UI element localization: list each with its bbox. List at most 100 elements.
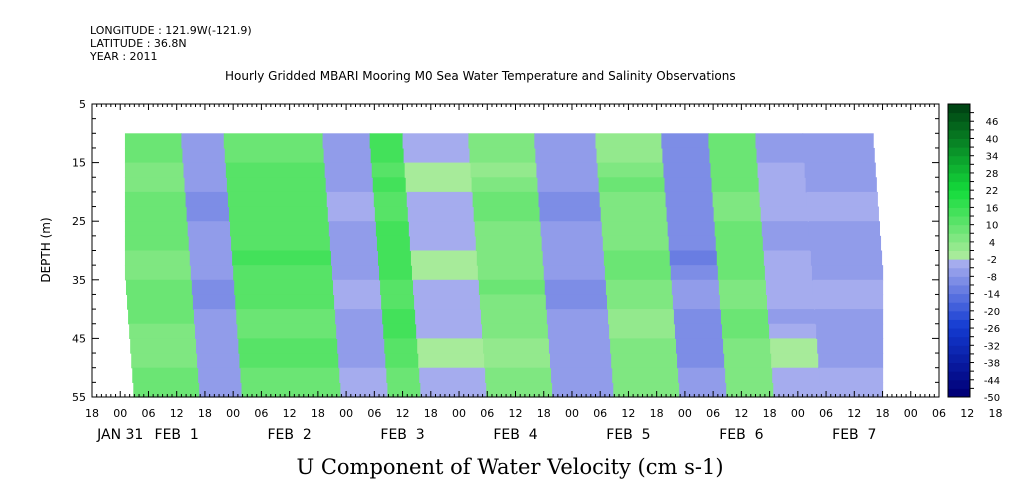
heatmap-cell bbox=[545, 294, 608, 310]
heatmap-cell bbox=[327, 206, 376, 222]
heatmap-cell bbox=[372, 177, 407, 193]
heatmap-cell bbox=[228, 206, 329, 222]
x-day-label: FEB 7 bbox=[832, 427, 876, 443]
heatmap-cell bbox=[125, 279, 193, 296]
x-tick-label: 18 bbox=[85, 407, 99, 420]
heatmap-cell bbox=[236, 309, 336, 325]
heatmap-cell bbox=[196, 338, 239, 354]
heatmap-cell bbox=[411, 265, 479, 281]
colorbar-cell bbox=[948, 155, 970, 165]
heatmap-cell bbox=[329, 235, 378, 252]
heatmap-cell bbox=[479, 294, 547, 310]
heatmap-cell bbox=[326, 191, 375, 208]
heatmap-cell bbox=[386, 367, 420, 383]
heatmap-cell bbox=[230, 221, 330, 237]
heatmap-cell bbox=[416, 323, 483, 339]
heatmap-cell bbox=[598, 177, 666, 193]
heatmap-cell bbox=[677, 353, 725, 369]
heatmap-cell bbox=[769, 323, 817, 339]
x-tick-label: 18 bbox=[988, 407, 1002, 420]
heatmap-cell bbox=[755, 133, 804, 149]
heatmap-cell bbox=[191, 279, 235, 296]
heatmap-cell bbox=[760, 206, 809, 222]
heatmap-cell bbox=[546, 309, 609, 325]
longitude-label: LONGITUDE : 121.9W(-121.9) bbox=[90, 24, 252, 37]
heatmap-cell bbox=[768, 309, 816, 325]
heatmap-cell bbox=[722, 323, 770, 339]
heatmap-cell bbox=[551, 367, 613, 383]
heatmap-cell bbox=[661, 133, 710, 149]
heatmap-cell bbox=[603, 250, 671, 266]
colorbar-label: 16 bbox=[986, 203, 999, 214]
heatmap-cell bbox=[811, 265, 884, 281]
heatmap-cell bbox=[602, 235, 670, 252]
heatmap-cell bbox=[804, 162, 876, 178]
heatmap-cell bbox=[663, 162, 712, 178]
x-tick-label: 18 bbox=[650, 407, 664, 420]
colorbar-label: 4 bbox=[989, 238, 995, 249]
heatmap-cell bbox=[385, 353, 419, 369]
heatmap-cell bbox=[415, 309, 482, 325]
heatmap-cell bbox=[819, 367, 884, 383]
x-tick-label: 18 bbox=[424, 407, 438, 420]
heatmap-cell bbox=[471, 177, 539, 193]
x-tick-label: 06 bbox=[254, 407, 268, 420]
heatmap-cell bbox=[717, 265, 766, 281]
heatmap-cell bbox=[238, 338, 338, 354]
x-day-label: FEB 3 bbox=[380, 427, 424, 443]
heatmap-cell bbox=[233, 265, 333, 281]
heatmap-cell bbox=[413, 279, 480, 296]
heatmap-cell bbox=[720, 309, 769, 325]
x-tick-label: 12 bbox=[734, 407, 748, 420]
x-day-label: FEB 2 bbox=[267, 427, 311, 443]
heatmap-cell bbox=[133, 382, 200, 398]
x-tick-label: 12 bbox=[170, 407, 184, 420]
colorbar-cell bbox=[948, 379, 970, 389]
heatmap-cell bbox=[712, 191, 761, 208]
year-label: YEAR : 2011 bbox=[90, 50, 158, 63]
x-tick-label: 12 bbox=[283, 407, 297, 420]
heatmap-cell bbox=[192, 294, 236, 310]
heatmap-cell bbox=[478, 279, 546, 296]
heatmap-cell bbox=[667, 221, 716, 237]
heatmap-cell bbox=[124, 265, 192, 281]
x-tick-label: 18 bbox=[537, 407, 551, 420]
heatmap-cell bbox=[188, 235, 232, 252]
heatmap-cell bbox=[334, 294, 382, 310]
heatmap-cell bbox=[328, 221, 377, 237]
heatmap-cell bbox=[420, 382, 487, 398]
heatmap-cell bbox=[486, 382, 553, 398]
colorbar-cell bbox=[948, 224, 970, 234]
heatmap-cell bbox=[611, 353, 678, 369]
colorbar-label: -44 bbox=[984, 376, 1000, 387]
heatmap-cell bbox=[762, 235, 811, 252]
heatmap-cell bbox=[710, 162, 759, 178]
heatmap-cell bbox=[550, 353, 612, 369]
colorbar-cell bbox=[948, 353, 970, 364]
heatmap-cell bbox=[544, 279, 607, 296]
heatmap-cell bbox=[183, 162, 227, 178]
heatmap-cell bbox=[709, 147, 758, 164]
heatmap-cell bbox=[335, 309, 383, 325]
y-tick-label: 25 bbox=[72, 215, 86, 228]
x-tick-label: 06 bbox=[932, 407, 946, 420]
heatmap-cell bbox=[408, 221, 476, 237]
heatmap-cell bbox=[325, 177, 374, 193]
x-tick-label: 06 bbox=[819, 407, 833, 420]
heatmap-cell bbox=[763, 250, 812, 266]
heatmap-cell bbox=[548, 338, 611, 354]
colorbar-label: -8 bbox=[987, 272, 997, 283]
heatmap-cell bbox=[132, 367, 199, 383]
colorbar-cell bbox=[948, 328, 970, 338]
heatmap-cell bbox=[375, 221, 410, 237]
heatmap-cell bbox=[373, 191, 408, 208]
heatmap-cell bbox=[124, 162, 185, 178]
x-tick-label: 00 bbox=[678, 407, 692, 420]
heatmap-cell bbox=[407, 206, 475, 222]
heatmap-cell bbox=[597, 162, 665, 178]
x-day-label: FEB 5 bbox=[606, 427, 650, 443]
colorbar-cell bbox=[948, 207, 970, 217]
heatmap-cell bbox=[480, 309, 548, 325]
heatmap-cell bbox=[664, 177, 713, 193]
